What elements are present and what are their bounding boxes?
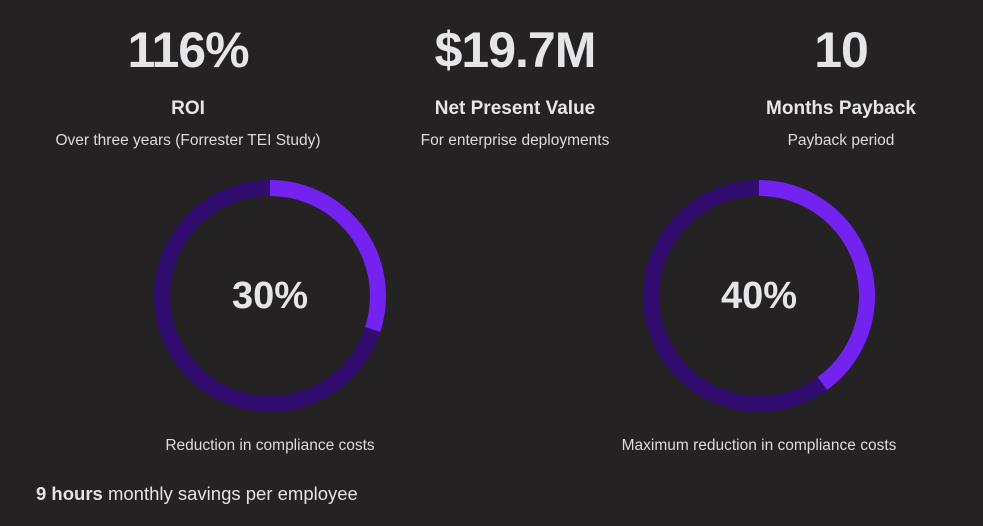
stat-label: Net Present Value xyxy=(434,98,596,119)
stat-label: Months Payback xyxy=(766,98,916,119)
donut-center-label: 40% xyxy=(720,275,798,317)
stat-label: ROI xyxy=(171,98,205,119)
donut-chart-max-compliance-reduction: 40% xyxy=(639,176,879,416)
donut-caption: Reduction in compliance costs xyxy=(165,437,375,454)
stat-value: 116% xyxy=(127,22,249,78)
stat-description: Over three years (Forrester TEI Study) xyxy=(55,132,321,149)
stat-net-present-value: $19.7M Net Present Value For enterprise … xyxy=(355,20,675,151)
donut-center-label: 30% xyxy=(231,275,309,317)
donut-svg xyxy=(643,180,875,412)
stat-description: Payback period xyxy=(787,132,895,149)
donut-caption: Maximum reduction in compliance costs xyxy=(621,437,897,454)
footer-highlight: 9 hours xyxy=(36,483,103,504)
donut-svg xyxy=(154,180,386,412)
stat-value: 10 xyxy=(814,22,869,78)
stat-value: $19.7M xyxy=(434,22,597,78)
footer-text: monthly savings per employee xyxy=(102,483,358,504)
donut-value-arc xyxy=(154,180,386,412)
stat-months-payback: 10 Months Payback Payback period xyxy=(681,20,983,151)
donut-chart-compliance-reduction: 30% xyxy=(150,176,390,416)
stat-description: For enterprise deployments xyxy=(420,132,610,149)
donut-value-arc xyxy=(643,180,875,412)
stat-roi: 116% ROI Over three years (Forrester TEI… xyxy=(28,20,348,151)
footer-savings: 9 hours monthly savings per employee xyxy=(36,482,358,506)
